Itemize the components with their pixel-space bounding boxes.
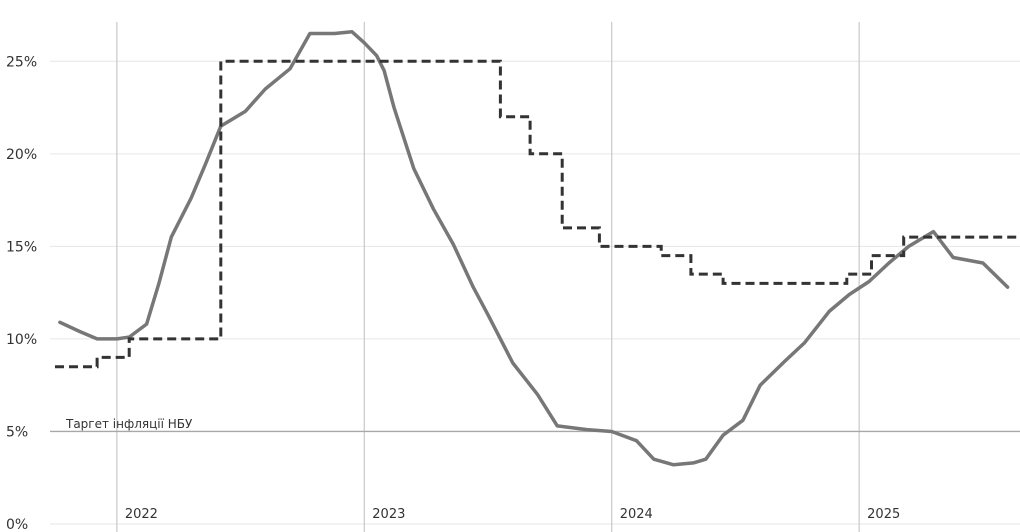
y-tick-label: 15% [6,239,37,255]
series-group [55,29,1020,467]
series-line-dashed [55,59,1020,369]
series-line-solid [58,29,1010,467]
vertical-gridlines [116,22,860,532]
target-label: Таргет інфляції НБУ [65,417,193,431]
x-tick-label: 2023 [372,507,405,522]
y-tick-label: 25% [6,54,37,70]
x-tick-label: 2022 [125,507,158,522]
x-tick-labels: 2022 2023 2024 2025 [125,507,900,522]
y-tick-label: 20% [6,147,37,163]
y-tick-label: 0% [6,517,28,532]
x-tick-label: 2024 [620,507,653,522]
y-tick-labels: 0% 5% 10% 15% 20% 25% [6,54,37,532]
y-tick-label: 10% [6,332,37,348]
horizontal-gridlines [50,60,1020,525]
x-tick-label: 2025 [867,507,900,522]
target-line-group: Таргет інфляції НБУ [50,417,1020,433]
y-tick-label: 5% [6,424,28,440]
